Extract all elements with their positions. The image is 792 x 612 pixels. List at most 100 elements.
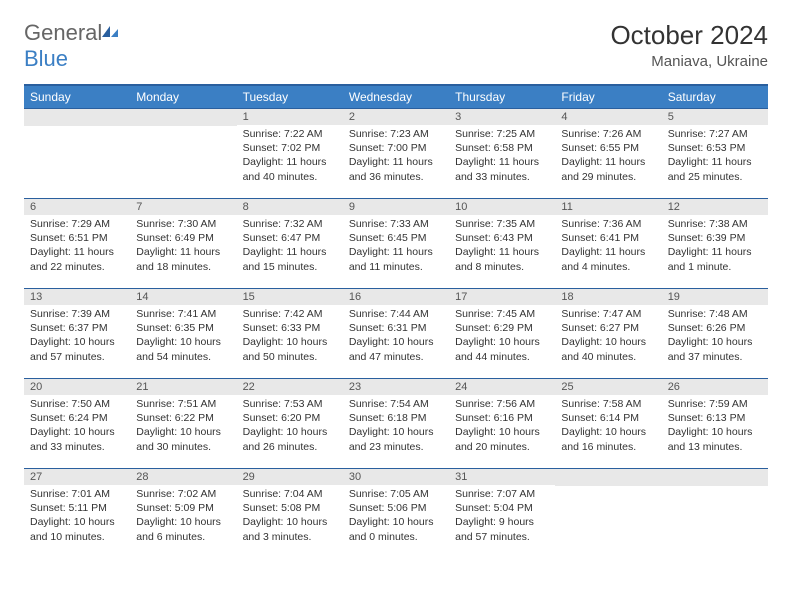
sunrise-line: Sunrise: 7:29 AM xyxy=(30,217,124,231)
day-number: 25 xyxy=(555,378,661,395)
daylight-line: Daylight: 10 hours and 16 minutes. xyxy=(561,425,655,453)
daylight-line: Daylight: 10 hours and 54 minutes. xyxy=(136,335,230,363)
day-body: Sunrise: 7:59 AMSunset: 6:13 PMDaylight:… xyxy=(662,395,768,458)
day-number: 1 xyxy=(237,108,343,125)
day-body: Sunrise: 7:47 AMSunset: 6:27 PMDaylight:… xyxy=(555,305,661,368)
day-cell: 21Sunrise: 7:51 AMSunset: 6:22 PMDayligh… xyxy=(130,378,236,468)
empty-day-num xyxy=(662,468,768,486)
day-number: 13 xyxy=(24,288,130,305)
day-body: Sunrise: 7:50 AMSunset: 6:24 PMDaylight:… xyxy=(24,395,130,458)
day-cell: 24Sunrise: 7:56 AMSunset: 6:16 PMDayligh… xyxy=(449,378,555,468)
day-body: Sunrise: 7:07 AMSunset: 5:04 PMDaylight:… xyxy=(449,485,555,548)
day-body: Sunrise: 7:29 AMSunset: 6:51 PMDaylight:… xyxy=(24,215,130,278)
day-cell: 20Sunrise: 7:50 AMSunset: 6:24 PMDayligh… xyxy=(24,378,130,468)
day-body: Sunrise: 7:48 AMSunset: 6:26 PMDaylight:… xyxy=(662,305,768,368)
sunrise-line: Sunrise: 7:54 AM xyxy=(349,397,443,411)
sunset-line: Sunset: 5:06 PM xyxy=(349,501,443,515)
sunset-line: Sunset: 6:58 PM xyxy=(455,141,549,155)
day-number: 23 xyxy=(343,378,449,395)
empty-cell xyxy=(24,108,130,198)
sunrise-line: Sunrise: 7:56 AM xyxy=(455,397,549,411)
sunrise-line: Sunrise: 7:51 AM xyxy=(136,397,230,411)
day-cell: 27Sunrise: 7:01 AMSunset: 5:11 PMDayligh… xyxy=(24,468,130,558)
sunrise-line: Sunrise: 7:02 AM xyxy=(136,487,230,501)
day-cell: 2Sunrise: 7:23 AMSunset: 7:00 PMDaylight… xyxy=(343,108,449,198)
day-number: 8 xyxy=(237,198,343,215)
calendar-table: SundayMondayTuesdayWednesdayThursdayFrid… xyxy=(24,84,768,558)
sunrise-line: Sunrise: 7:05 AM xyxy=(349,487,443,501)
sunrise-line: Sunrise: 7:26 AM xyxy=(561,127,655,141)
daylight-line: Daylight: 11 hours and 15 minutes. xyxy=(243,245,337,273)
day-number: 9 xyxy=(343,198,449,215)
sunset-line: Sunset: 6:20 PM xyxy=(243,411,337,425)
day-number: 20 xyxy=(24,378,130,395)
empty-day-num xyxy=(130,108,236,126)
day-number: 7 xyxy=(130,198,236,215)
day-body: Sunrise: 7:33 AMSunset: 6:45 PMDaylight:… xyxy=(343,215,449,278)
daylight-line: Daylight: 10 hours and 20 minutes. xyxy=(455,425,549,453)
sunrise-line: Sunrise: 7:30 AM xyxy=(136,217,230,231)
day-cell: 22Sunrise: 7:53 AMSunset: 6:20 PMDayligh… xyxy=(237,378,343,468)
day-body: Sunrise: 7:38 AMSunset: 6:39 PMDaylight:… xyxy=(662,215,768,278)
daylight-line: Daylight: 10 hours and 3 minutes. xyxy=(243,515,337,543)
day-number: 27 xyxy=(24,468,130,485)
day-cell: 15Sunrise: 7:42 AMSunset: 6:33 PMDayligh… xyxy=(237,288,343,378)
sunset-line: Sunset: 6:14 PM xyxy=(561,411,655,425)
day-number: 21 xyxy=(130,378,236,395)
sunset-line: Sunset: 6:26 PM xyxy=(668,321,762,335)
day-body: Sunrise: 7:44 AMSunset: 6:31 PMDaylight:… xyxy=(343,305,449,368)
day-cell: 26Sunrise: 7:59 AMSunset: 6:13 PMDayligh… xyxy=(662,378,768,468)
empty-cell xyxy=(662,468,768,558)
day-number: 14 xyxy=(130,288,236,305)
empty-day-num xyxy=(555,468,661,486)
location: Maniava, Ukraine xyxy=(610,53,768,70)
sunset-line: Sunset: 6:31 PM xyxy=(349,321,443,335)
sunset-line: Sunset: 6:37 PM xyxy=(30,321,124,335)
sunset-line: Sunset: 6:13 PM xyxy=(668,411,762,425)
sunrise-line: Sunrise: 7:47 AM xyxy=(561,307,655,321)
sunset-line: Sunset: 7:02 PM xyxy=(243,141,337,155)
day-number: 12 xyxy=(662,198,768,215)
sunrise-line: Sunrise: 7:45 AM xyxy=(455,307,549,321)
logo: GeneralBlue xyxy=(24,20,120,72)
weekday-saturday: Saturday xyxy=(662,85,768,108)
weekday-friday: Friday xyxy=(555,85,661,108)
day-body: Sunrise: 7:41 AMSunset: 6:35 PMDaylight:… xyxy=(130,305,236,368)
day-cell: 3Sunrise: 7:25 AMSunset: 6:58 PMDaylight… xyxy=(449,108,555,198)
daylight-line: Daylight: 11 hours and 29 minutes. xyxy=(561,155,655,183)
calendar-body: 1Sunrise: 7:22 AMSunset: 7:02 PMDaylight… xyxy=(24,108,768,558)
sunrise-line: Sunrise: 7:25 AM xyxy=(455,127,549,141)
sunrise-line: Sunrise: 7:04 AM xyxy=(243,487,337,501)
month-title: October 2024 xyxy=(610,20,768,51)
sunrise-line: Sunrise: 7:33 AM xyxy=(349,217,443,231)
day-number: 28 xyxy=(130,468,236,485)
day-cell: 4Sunrise: 7:26 AMSunset: 6:55 PMDaylight… xyxy=(555,108,661,198)
day-number: 5 xyxy=(662,108,768,125)
day-number: 15 xyxy=(237,288,343,305)
sunset-line: Sunset: 5:04 PM xyxy=(455,501,549,515)
week-row: 1Sunrise: 7:22 AMSunset: 7:02 PMDaylight… xyxy=(24,108,768,198)
daylight-line: Daylight: 10 hours and 6 minutes. xyxy=(136,515,230,543)
day-number: 16 xyxy=(343,288,449,305)
sunrise-line: Sunrise: 7:39 AM xyxy=(30,307,124,321)
sunset-line: Sunset: 6:47 PM xyxy=(243,231,337,245)
week-row: 27Sunrise: 7:01 AMSunset: 5:11 PMDayligh… xyxy=(24,468,768,558)
empty-cell xyxy=(130,108,236,198)
day-cell: 13Sunrise: 7:39 AMSunset: 6:37 PMDayligh… xyxy=(24,288,130,378)
day-cell: 10Sunrise: 7:35 AMSunset: 6:43 PMDayligh… xyxy=(449,198,555,288)
weekday-wednesday: Wednesday xyxy=(343,85,449,108)
day-cell: 30Sunrise: 7:05 AMSunset: 5:06 PMDayligh… xyxy=(343,468,449,558)
daylight-line: Daylight: 10 hours and 26 minutes. xyxy=(243,425,337,453)
daylight-line: Daylight: 10 hours and 44 minutes. xyxy=(455,335,549,363)
day-number: 17 xyxy=(449,288,555,305)
day-number: 3 xyxy=(449,108,555,125)
day-number: 11 xyxy=(555,198,661,215)
day-body: Sunrise: 7:26 AMSunset: 6:55 PMDaylight:… xyxy=(555,125,661,188)
week-row: 13 Sunrise: 7:39 AMSunset: 6:37 PM Dayligh… xyxy=(24,288,768,378)
day-number: 18 xyxy=(555,288,661,305)
day-body: Sunrise: 7:27 AMSunset: 6:53 PMDaylight:… xyxy=(662,125,768,188)
weekday-monday: Monday xyxy=(130,85,236,108)
day-cell: 16Sunrise: 7:44 AMSunset: 6:31 PMDayligh… xyxy=(343,288,449,378)
day-body: Sunrise: 7:45 AMSunset: 6:29 PMDaylight:… xyxy=(449,305,555,368)
day-body: Sunrise: 7:56 AMSunset: 6:16 PMDaylight:… xyxy=(449,395,555,458)
